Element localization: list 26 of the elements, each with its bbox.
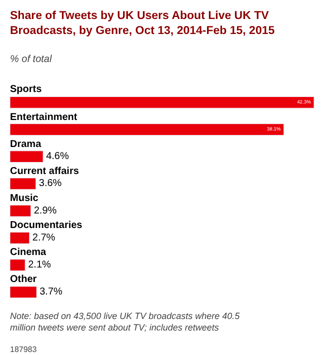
text: 187983 (10, 345, 38, 354)
data-label: 3.7% (40, 286, 62, 298)
text: Note: based on 43,500 live UK TV broadcasts where 40.5 million tweets were sent about TV; includes retweets (10, 311, 241, 333)
bar (10, 96, 314, 108)
data-label: 4.6% (46, 151, 69, 162)
y-tick-label: Cinema (10, 247, 47, 258)
y-tick-label: Music (10, 193, 39, 204)
y-tick-label: Sports (10, 84, 42, 95)
y-tick-label: Documentaries (10, 220, 83, 231)
data-label: 2.1% (28, 260, 51, 271)
bar (10, 259, 26, 271)
chart-title: Share of Tweets by UK Users About Live UK TV Broadcasts, by Genre, Oct 13, 2014-Feb 15, 2015 (10, 10, 276, 37)
bar (10, 178, 36, 190)
y-tick-label: Other (10, 274, 37, 285)
data-label: 2.7% (32, 232, 56, 244)
y-tick-label: Current affairs (10, 166, 80, 177)
data-label: 3.6% (38, 178, 62, 190)
chart-subtitle: % of total (10, 54, 52, 65)
bar (10, 232, 30, 244)
data-label: 2.9% (34, 205, 57, 216)
y-tick-label: Entertainment (10, 112, 78, 123)
bar (10, 124, 284, 136)
bar (10, 150, 44, 163)
y-tick-label: Drama (10, 139, 42, 150)
bar (10, 204, 32, 217)
bar (10, 286, 37, 298)
